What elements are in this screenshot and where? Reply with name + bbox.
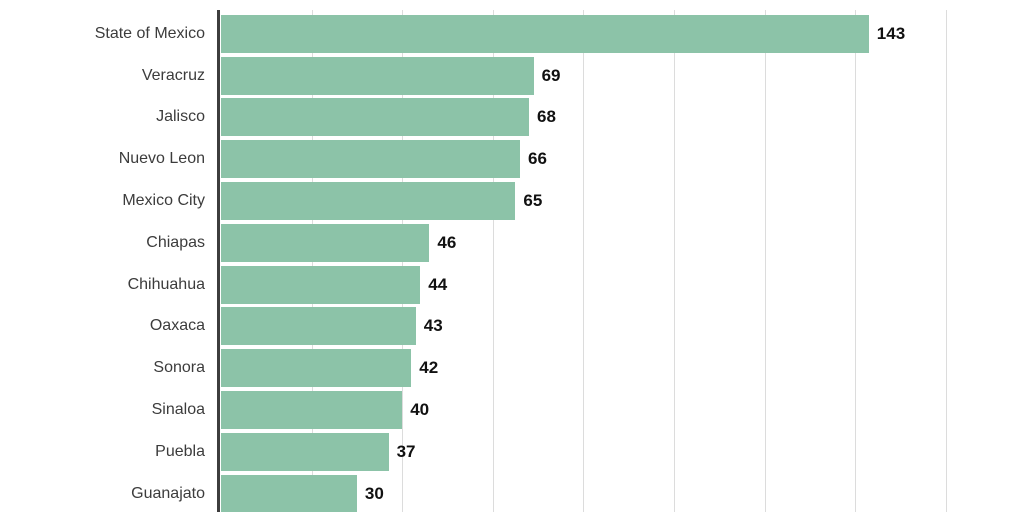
bar: 46: [221, 223, 456, 262]
bar-row: Sonora 42: [0, 347, 1024, 389]
category-label: Mexico City: [122, 192, 205, 210]
x-gridline: [583, 10, 585, 512]
bar-row: Chihuahua 44: [0, 264, 1024, 306]
bar-row: Puebla 37: [0, 431, 1024, 473]
bar: 143: [221, 14, 905, 53]
bar-row: Mexico City 65: [0, 180, 1024, 222]
category-label: Oaxaca: [149, 317, 205, 335]
bar: 68: [221, 98, 556, 137]
value-label: 46: [437, 232, 457, 252]
bar: 30: [221, 474, 384, 512]
value-label: 30: [364, 483, 384, 503]
bar: 69: [221, 56, 561, 95]
bar-row: Chiapas 46: [0, 222, 1024, 264]
value-label: 43: [423, 316, 443, 336]
value-label: 37: [396, 441, 416, 461]
category-label: Guanajato: [131, 484, 205, 502]
category-label: Chihuahua: [127, 275, 205, 293]
bar-row: Oaxaca 43: [0, 306, 1024, 348]
value-label: 42: [419, 358, 439, 378]
y-axis-line: [217, 10, 220, 512]
value-label: 68: [537, 107, 556, 127]
value-label: 40: [410, 400, 430, 420]
value-label: 66: [528, 149, 547, 169]
bar-row: Veracruz 69: [0, 55, 1024, 97]
bar-rows: State of Mexico 143 Veracruz 69 Jalisco …: [0, 13, 1024, 512]
value-label: 143: [876, 23, 906, 43]
category-label: Veracruz: [141, 66, 205, 84]
x-gridline: [945, 10, 947, 512]
bar: 40: [221, 391, 429, 430]
category-label: State of Mexico: [94, 24, 205, 42]
x-gridline: [492, 10, 494, 512]
bar: 66: [221, 140, 547, 179]
bar-row: Jalisco 68: [0, 97, 1024, 139]
bar: 44: [221, 265, 447, 304]
category-label: Nuevo Leon: [118, 150, 205, 168]
x-gridline: [674, 10, 675, 512]
bar: 42: [221, 349, 438, 388]
category-label: Puebla: [155, 442, 205, 460]
value-label: 44: [428, 274, 448, 294]
bar: 43: [221, 307, 443, 346]
category-label: Sinaloa: [151, 401, 205, 419]
bar: 37: [221, 432, 416, 471]
category-label: Chiapas: [146, 233, 205, 251]
bar-row: State of Mexico 143: [0, 13, 1024, 55]
value-label: 69: [541, 65, 561, 85]
bar-row: Nuevo Leon 66: [0, 138, 1024, 180]
category-label: Jalisco: [156, 108, 205, 126]
bar-row: Guanajato 30: [0, 473, 1024, 512]
bar: 65: [221, 182, 542, 221]
bar-row: Sinaloa 40: [0, 389, 1024, 431]
x-gridline: [764, 10, 766, 512]
category-label: Sonora: [153, 359, 205, 377]
x-gridline: [855, 10, 857, 512]
value-label: 65: [523, 191, 543, 211]
